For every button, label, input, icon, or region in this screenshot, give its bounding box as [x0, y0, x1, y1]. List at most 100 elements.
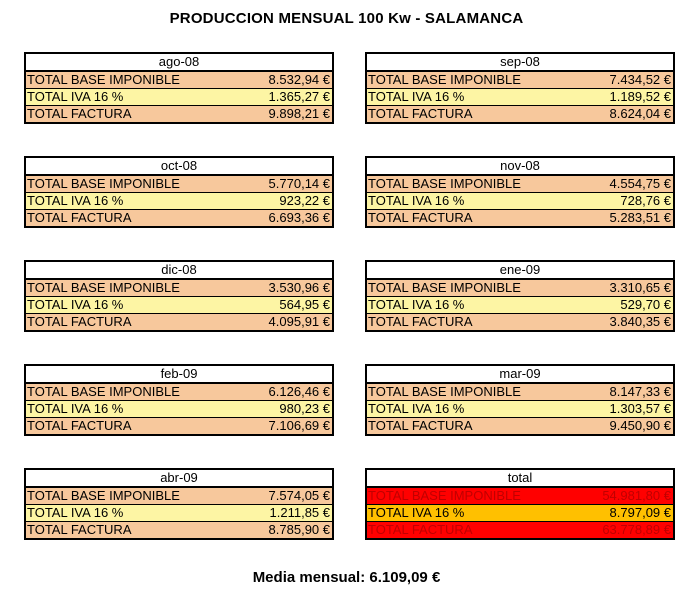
base-label: TOTAL BASE IMPONIBLE [27, 280, 180, 295]
iva-value: 1.211,85 € [269, 505, 330, 520]
iva-row: TOTAL IVA 16 % 1.303,57 € [367, 401, 673, 418]
base-row: TOTAL BASE IMPONIBLE 6.126,46 € [26, 384, 332, 401]
base-label: TOTAL BASE IMPONIBLE [368, 488, 521, 503]
month-block-abr-09: abr-09 TOTAL BASE IMPONIBLE 7.574,05 € TO… [24, 468, 334, 540]
iva-row: TOTAL IVA 16 % 1.189,52 € [367, 89, 673, 106]
base-value: 8.532,94 € [268, 72, 330, 87]
iva-label: TOTAL IVA 16 % [27, 401, 124, 416]
base-label: TOTAL BASE IMPONIBLE [368, 176, 521, 191]
factura-label: TOTAL FACTURA [368, 314, 473, 329]
month-block-ene-09: ene-09 TOTAL BASE IMPONIBLE 3.310,65 € TO… [365, 260, 675, 332]
total-base-row: TOTAL BASE IMPONIBLE 54.981,80 € [367, 488, 673, 505]
factura-value: 8.785,90 € [268, 522, 330, 537]
iva-row: TOTAL IVA 16 % 1.365,27 € [26, 89, 332, 106]
iva-value: 980,23 € [279, 401, 330, 416]
iva-row: TOTAL IVA 16 % 529,70 € [367, 297, 673, 314]
month-header: feb-09 [26, 366, 332, 384]
total-base-value: 54.981,80 € [602, 488, 671, 503]
page-title: PRODUCCION MENSUAL 100 Kw - SALAMANCA [169, 10, 524, 27]
base-row: TOTAL BASE IMPONIBLE 3.530,96 € [26, 280, 332, 297]
factura-row: TOTAL FACTURA 8.785,90 € [26, 522, 332, 538]
iva-label: TOTAL IVA 16 % [27, 505, 124, 520]
iva-row: TOTAL IVA 16 % 1.211,85 € [26, 505, 332, 522]
total-header: total [367, 470, 673, 488]
factura-label: TOTAL FACTURA [27, 418, 132, 433]
factura-value: 3.840,35 € [609, 314, 671, 329]
month-header: nov-08 [367, 158, 673, 176]
month-header: ene-09 [367, 262, 673, 280]
month-block-oct-08: oct-08 TOTAL BASE IMPONIBLE 5.770,14 € TO… [24, 156, 334, 228]
base-value: 3.310,65 € [609, 280, 671, 295]
factura-value: 9.898,21 € [268, 106, 330, 121]
iva-row: TOTAL IVA 16 % 728,76 € [367, 193, 673, 210]
monthly-average: Media mensual: 6.109,09 € [252, 569, 441, 586]
factura-row: TOTAL FACTURA 3.840,35 € [367, 314, 673, 330]
factura-row: TOTAL FACTURA 7.106,69 € [26, 418, 332, 434]
month-block-mar-09: mar-09 TOTAL BASE IMPONIBLE 8.147,33 € TO… [365, 364, 675, 436]
month-header: abr-09 [26, 470, 332, 488]
base-value: 7.574,05 € [268, 488, 330, 503]
iva-row: TOTAL IVA 16 % 564,95 € [26, 297, 332, 314]
factura-row: TOTAL FACTURA 9.450,90 € [367, 418, 673, 434]
iva-label: TOTAL IVA 16 % [368, 193, 465, 208]
base-value: 4.554,75 € [609, 176, 671, 191]
factura-value: 9.450,90 € [609, 418, 671, 433]
base-value: 7.434,52 € [609, 72, 671, 87]
iva-label: TOTAL IVA 16 % [368, 505, 465, 520]
month-block-ago-08: ago-08 TOTAL BASE IMPONIBLE 8.532,94 € TO… [24, 52, 334, 124]
factura-label: TOTAL FACTURA [27, 106, 132, 121]
month-block-nov-08: nov-08 TOTAL BASE IMPONIBLE 4.554,75 € TO… [365, 156, 675, 228]
iva-row: TOTAL IVA 16 % 980,23 € [26, 401, 332, 418]
iva-value: 564,95 € [279, 297, 330, 312]
base-value: 8.147,33 € [609, 384, 671, 399]
base-label: TOTAL BASE IMPONIBLE [27, 176, 180, 191]
factura-label: TOTAL FACTURA [27, 314, 132, 329]
factura-label: TOTAL FACTURA [27, 210, 132, 225]
factura-label: TOTAL FACTURA [368, 210, 473, 225]
month-block-feb-09: feb-09 TOTAL BASE IMPONIBLE 6.126,46 € TO… [24, 364, 334, 436]
month-header: dic-08 [26, 262, 332, 280]
base-label: TOTAL BASE IMPONIBLE [368, 280, 521, 295]
iva-value: 1.365,27 € [268, 89, 330, 104]
factura-row: TOTAL FACTURA 4.095,91 € [26, 314, 332, 330]
total-factura-row: TOTAL FACTURA 63.778,89 € [367, 522, 673, 538]
factura-value: 4.095,91 € [268, 314, 330, 329]
month-header: oct-08 [26, 158, 332, 176]
month-header: sep-08 [367, 54, 673, 72]
base-label: TOTAL BASE IMPONIBLE [368, 72, 521, 87]
iva-value: 1.303,57 € [609, 401, 671, 416]
month-block-dic-08: dic-08 TOTAL BASE IMPONIBLE 3.530,96 € TO… [24, 260, 334, 332]
iva-label: TOTAL IVA 16 % [368, 297, 465, 312]
factura-row: TOTAL FACTURA 8.624,04 € [367, 106, 673, 122]
month-header: ago-08 [26, 54, 332, 72]
iva-row: TOTAL IVA 16 % 923,22 € [26, 193, 332, 210]
total-factura-value: 63.778,89 € [602, 522, 671, 537]
base-row: TOTAL BASE IMPONIBLE 5.770,14 € [26, 176, 332, 193]
iva-value: 1.189,52 € [609, 89, 671, 104]
base-row: TOTAL BASE IMPONIBLE 7.574,05 € [26, 488, 332, 505]
total-iva-value: 8.797,09 € [609, 505, 671, 520]
base-row: TOTAL BASE IMPONIBLE 3.310,65 € [367, 280, 673, 297]
base-label: TOTAL BASE IMPONIBLE [27, 384, 180, 399]
factura-value: 8.624,04 € [609, 106, 671, 121]
month-block-sep-08: sep-08 TOTAL BASE IMPONIBLE 7.434,52 € TO… [365, 52, 675, 124]
factura-label: TOTAL FACTURA [27, 522, 132, 537]
base-label: TOTAL BASE IMPONIBLE [27, 72, 180, 87]
iva-label: TOTAL IVA 16 % [27, 193, 124, 208]
iva-label: TOTAL IVA 16 % [368, 89, 465, 104]
base-value: 3.530,96 € [268, 280, 330, 295]
iva-label: TOTAL IVA 16 % [27, 89, 124, 104]
iva-label: TOTAL IVA 16 % [27, 297, 124, 312]
base-row: TOTAL BASE IMPONIBLE 8.532,94 € [26, 72, 332, 89]
iva-value: 728,76 € [620, 193, 671, 208]
base-label: TOTAL BASE IMPONIBLE [368, 384, 521, 399]
factura-value: 5.283,51 € [609, 210, 671, 225]
factura-label: TOTAL FACTURA [368, 418, 473, 433]
base-row: TOTAL BASE IMPONIBLE 7.434,52 € [367, 72, 673, 89]
factura-value: 6.693,36 € [268, 210, 330, 225]
iva-value: 923,22 € [279, 193, 330, 208]
iva-label: TOTAL IVA 16 % [368, 401, 465, 416]
base-value: 5.770,14 € [268, 176, 330, 191]
month-header: mar-09 [367, 366, 673, 384]
base-row: TOTAL BASE IMPONIBLE 4.554,75 € [367, 176, 673, 193]
